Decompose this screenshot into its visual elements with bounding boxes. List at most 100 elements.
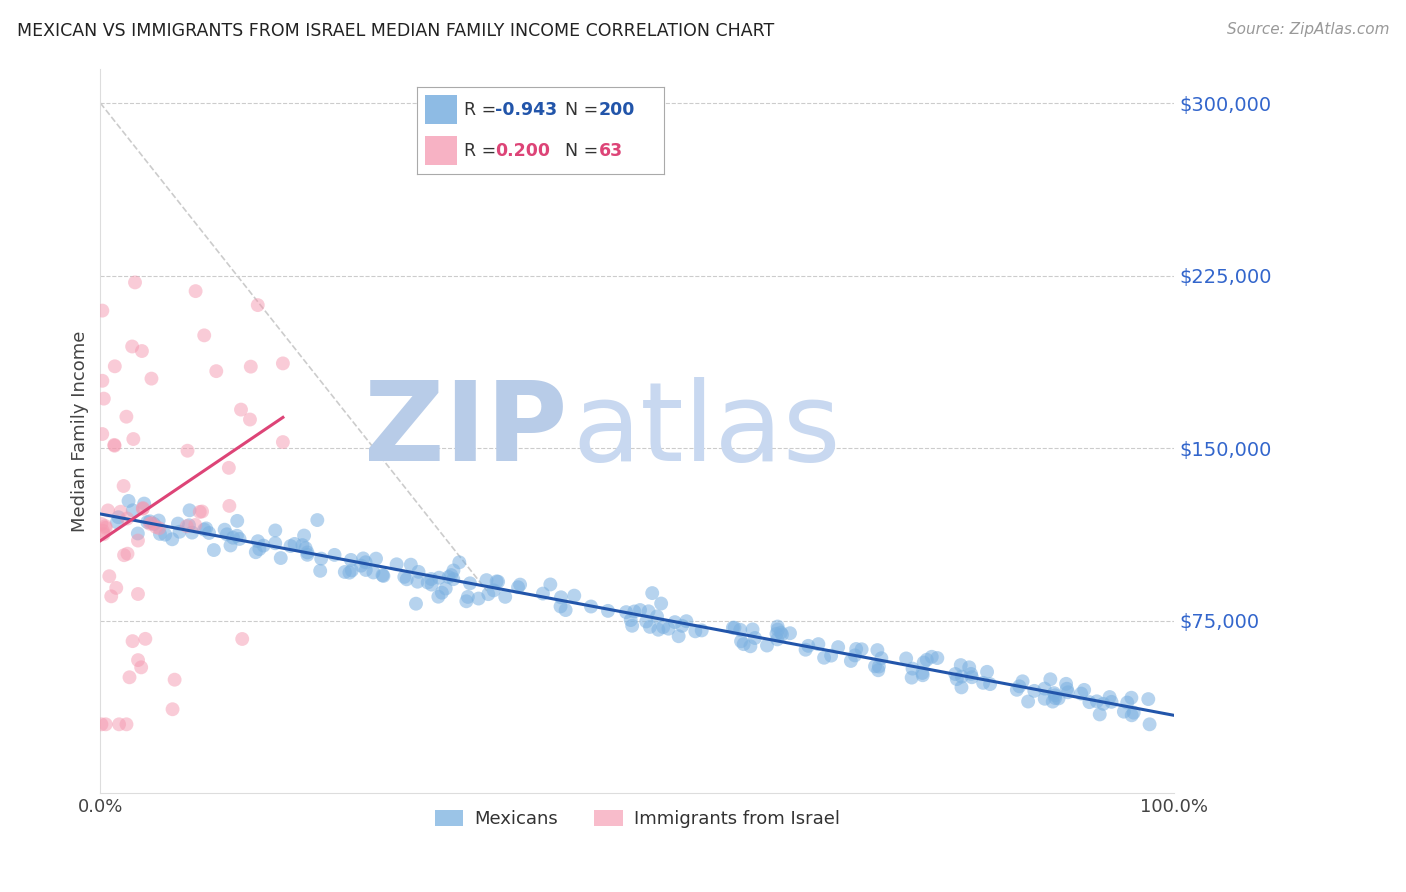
Point bbox=[395, 572, 418, 586]
Point bbox=[1008, 679, 1031, 693]
Point bbox=[900, 671, 922, 685]
Point bbox=[90, 516, 112, 531]
Point bbox=[927, 651, 949, 665]
Point bbox=[1078, 695, 1101, 709]
Point bbox=[176, 519, 198, 533]
Point bbox=[766, 623, 789, 637]
Point bbox=[214, 523, 236, 537]
Point bbox=[193, 328, 215, 343]
Point bbox=[485, 574, 508, 589]
Point bbox=[844, 648, 866, 663]
Point bbox=[1112, 705, 1135, 719]
Point bbox=[136, 515, 159, 529]
Point bbox=[911, 665, 934, 680]
Point bbox=[226, 514, 249, 528]
Point bbox=[354, 555, 377, 569]
Point bbox=[641, 586, 664, 600]
Point bbox=[437, 570, 460, 584]
Point bbox=[637, 604, 659, 618]
Point bbox=[408, 565, 430, 579]
Point bbox=[149, 527, 172, 541]
Point bbox=[181, 525, 204, 540]
Point bbox=[652, 620, 675, 634]
Point bbox=[307, 513, 329, 527]
Point bbox=[134, 632, 156, 646]
Point bbox=[1116, 696, 1139, 710]
Point bbox=[1054, 677, 1077, 691]
Text: ZIP: ZIP bbox=[364, 377, 568, 484]
Point bbox=[950, 670, 973, 684]
Point bbox=[309, 564, 332, 578]
Point bbox=[247, 542, 270, 557]
Point bbox=[657, 622, 679, 636]
Point bbox=[271, 435, 294, 450]
Point bbox=[143, 516, 166, 531]
Y-axis label: Median Family Income: Median Family Income bbox=[72, 330, 89, 532]
Point bbox=[198, 526, 221, 541]
Point bbox=[579, 599, 602, 614]
Point bbox=[562, 589, 585, 603]
Point bbox=[1024, 684, 1046, 698]
Point bbox=[664, 615, 686, 629]
Point bbox=[449, 555, 471, 569]
Point bbox=[115, 409, 138, 424]
Point bbox=[797, 639, 820, 653]
Point bbox=[229, 402, 252, 417]
Point bbox=[766, 632, 789, 647]
Point bbox=[647, 623, 669, 637]
Point bbox=[91, 374, 114, 388]
Point bbox=[127, 653, 149, 667]
Point bbox=[91, 524, 114, 538]
Point bbox=[1073, 682, 1095, 697]
Point bbox=[188, 505, 211, 519]
Point bbox=[671, 619, 693, 633]
Point bbox=[506, 580, 529, 594]
Text: atlas: atlas bbox=[572, 377, 841, 484]
Point bbox=[110, 505, 132, 519]
Point bbox=[1043, 686, 1066, 700]
Point bbox=[1122, 706, 1144, 720]
Text: MEXICAN VS IMMIGRANTS FROM ISRAEL MEDIAN FAMILY INCOME CORRELATION CHART: MEXICAN VS IMMIGRANTS FROM ISRAEL MEDIAN… bbox=[17, 22, 775, 40]
Point bbox=[264, 536, 287, 550]
Point bbox=[957, 660, 980, 674]
Point bbox=[645, 609, 668, 624]
Point bbox=[132, 501, 155, 516]
Point bbox=[105, 516, 128, 530]
Point bbox=[550, 599, 572, 614]
Point bbox=[623, 604, 645, 618]
Point bbox=[1139, 717, 1161, 731]
Point bbox=[131, 344, 153, 359]
Point bbox=[139, 516, 162, 531]
Point bbox=[339, 566, 361, 580]
Point bbox=[1017, 694, 1039, 708]
Point bbox=[292, 528, 315, 542]
Point bbox=[596, 604, 619, 618]
Point bbox=[340, 564, 363, 578]
Point bbox=[733, 637, 755, 651]
Point bbox=[668, 629, 690, 643]
Point bbox=[690, 624, 713, 638]
Point bbox=[124, 276, 146, 290]
Point bbox=[440, 568, 463, 582]
Point bbox=[127, 587, 149, 601]
Point bbox=[108, 717, 131, 731]
Point bbox=[779, 626, 801, 640]
Point bbox=[98, 569, 121, 583]
Point bbox=[458, 576, 481, 591]
Point bbox=[184, 518, 207, 533]
Point bbox=[638, 620, 661, 634]
Point bbox=[90, 717, 112, 731]
Point bbox=[741, 623, 763, 637]
Point bbox=[1085, 694, 1108, 708]
Point bbox=[162, 702, 184, 716]
Point bbox=[1056, 681, 1078, 696]
Point bbox=[621, 619, 644, 633]
Point bbox=[134, 497, 156, 511]
Point bbox=[839, 654, 862, 668]
Point bbox=[155, 527, 177, 541]
Point bbox=[554, 603, 576, 617]
Point bbox=[950, 681, 973, 695]
Point bbox=[1005, 682, 1028, 697]
Point bbox=[264, 524, 287, 538]
Point bbox=[94, 717, 117, 731]
